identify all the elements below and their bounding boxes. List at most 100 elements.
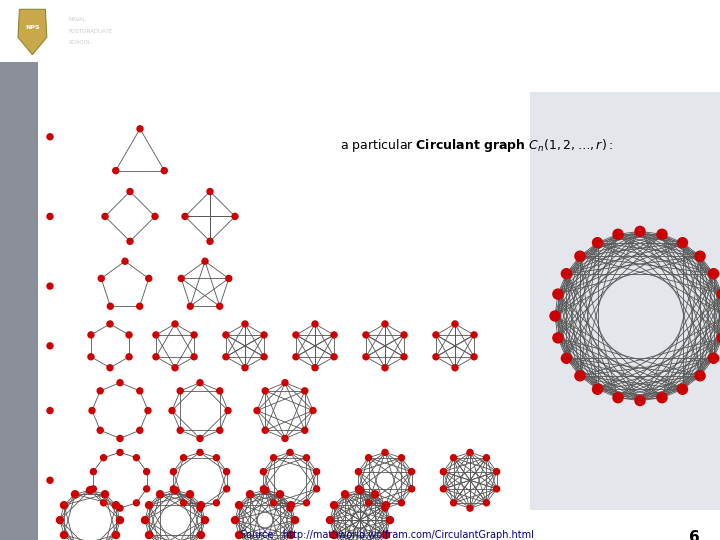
Circle shape	[197, 502, 204, 509]
Circle shape	[217, 388, 222, 394]
Circle shape	[101, 455, 107, 461]
Circle shape	[56, 517, 63, 524]
Circle shape	[441, 486, 446, 492]
Circle shape	[126, 354, 132, 360]
Circle shape	[153, 332, 159, 338]
Circle shape	[312, 365, 318, 371]
Circle shape	[262, 427, 269, 433]
Circle shape	[276, 491, 284, 498]
Circle shape	[226, 275, 232, 281]
Circle shape	[107, 321, 113, 327]
Circle shape	[433, 354, 439, 360]
Circle shape	[197, 505, 203, 511]
Circle shape	[494, 486, 500, 492]
Circle shape	[47, 134, 53, 140]
Circle shape	[143, 486, 150, 492]
Circle shape	[179, 275, 184, 281]
Circle shape	[387, 517, 394, 524]
Circle shape	[232, 213, 238, 219]
Circle shape	[331, 354, 337, 360]
Circle shape	[191, 354, 197, 360]
Circle shape	[126, 332, 132, 338]
Text: SCHOOL: SCHOOL	[68, 40, 91, 45]
Circle shape	[143, 469, 150, 475]
Circle shape	[441, 469, 446, 475]
Circle shape	[293, 332, 299, 338]
Circle shape	[575, 251, 585, 261]
Circle shape	[287, 531, 294, 538]
Circle shape	[235, 502, 243, 509]
Circle shape	[137, 427, 143, 433]
Circle shape	[593, 238, 603, 248]
Circle shape	[382, 321, 388, 327]
Circle shape	[282, 435, 288, 441]
Circle shape	[197, 449, 203, 455]
Circle shape	[89, 408, 95, 414]
Circle shape	[202, 517, 209, 524]
Circle shape	[310, 408, 316, 414]
Circle shape	[182, 213, 188, 219]
Circle shape	[366, 500, 372, 506]
Circle shape	[102, 213, 108, 219]
Text: Source:  http://mathworld.wolfram.com/CirculantGraph.html: Source: http://mathworld.wolfram.com/Cir…	[240, 530, 534, 540]
Circle shape	[363, 354, 369, 360]
Circle shape	[261, 487, 269, 494]
Circle shape	[223, 332, 229, 338]
Circle shape	[117, 449, 123, 455]
Circle shape	[562, 269, 572, 279]
Circle shape	[107, 365, 113, 371]
Circle shape	[117, 435, 123, 441]
Circle shape	[145, 531, 153, 538]
Circle shape	[467, 505, 473, 511]
Text: Reference network: Regular Lattice: Reference network: Regular Lattice	[158, 14, 720, 45]
Circle shape	[678, 384, 688, 394]
Text: NPS: NPS	[25, 25, 40, 30]
Circle shape	[142, 517, 148, 524]
Circle shape	[137, 303, 143, 309]
Circle shape	[635, 396, 645, 406]
Circle shape	[242, 321, 248, 327]
Circle shape	[657, 393, 667, 403]
Circle shape	[287, 502, 294, 509]
Circle shape	[197, 531, 204, 538]
Circle shape	[177, 427, 183, 433]
Circle shape	[356, 487, 364, 494]
Circle shape	[382, 502, 390, 509]
Circle shape	[86, 487, 94, 494]
Circle shape	[287, 449, 293, 455]
Circle shape	[356, 469, 361, 475]
Circle shape	[550, 311, 560, 321]
Circle shape	[122, 258, 128, 264]
Circle shape	[553, 289, 563, 299]
Circle shape	[171, 469, 176, 475]
Text: a particular $\mathbf{Circulant\ graph}\ C_n(1, 2, \ldots, r):$: a particular $\mathbf{Circulant\ graph}\…	[340, 137, 613, 154]
Circle shape	[303, 500, 310, 506]
Circle shape	[181, 455, 186, 461]
Circle shape	[169, 408, 175, 414]
Circle shape	[287, 505, 293, 511]
Circle shape	[708, 269, 719, 279]
Circle shape	[47, 408, 53, 414]
Circle shape	[224, 469, 230, 475]
Circle shape	[302, 427, 307, 433]
Circle shape	[191, 332, 197, 338]
Circle shape	[137, 388, 143, 394]
Circle shape	[232, 517, 238, 524]
Circle shape	[223, 354, 229, 360]
Circle shape	[312, 321, 318, 327]
Circle shape	[382, 531, 390, 538]
Circle shape	[292, 517, 299, 524]
Circle shape	[47, 213, 53, 219]
Circle shape	[717, 333, 720, 343]
Circle shape	[127, 238, 133, 244]
Circle shape	[409, 486, 415, 492]
Circle shape	[47, 283, 53, 289]
Circle shape	[553, 333, 563, 343]
Circle shape	[401, 332, 407, 338]
Circle shape	[145, 502, 153, 509]
Circle shape	[97, 427, 103, 433]
Circle shape	[382, 365, 388, 371]
Polygon shape	[18, 9, 47, 55]
Circle shape	[326, 517, 333, 524]
Circle shape	[635, 226, 645, 237]
